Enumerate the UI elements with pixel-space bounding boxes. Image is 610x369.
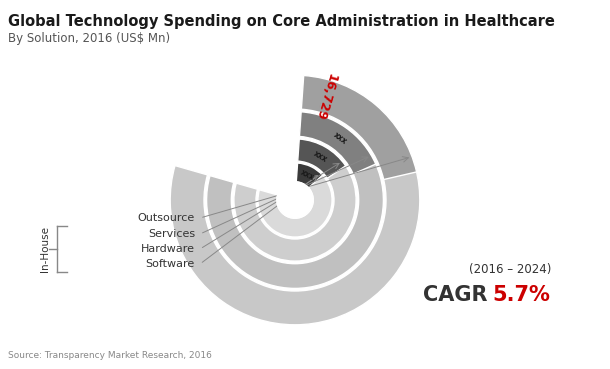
Text: Source: Transparency Market Research, 2016: Source: Transparency Market Research, 20… (8, 351, 212, 360)
Text: In-House: In-House (40, 226, 50, 272)
Wedge shape (298, 139, 346, 178)
Wedge shape (207, 112, 384, 289)
Text: CAGR: CAGR (423, 285, 488, 305)
Circle shape (277, 182, 313, 218)
Text: xxx: xxx (312, 149, 329, 165)
Text: Global Technology Spending on Core Administration in Healthcare: Global Technology Spending on Core Admin… (8, 14, 555, 29)
Wedge shape (301, 76, 417, 180)
Wedge shape (258, 163, 332, 237)
Text: Services: Services (148, 229, 195, 239)
Text: xxx: xxx (299, 168, 316, 183)
Text: (2016 – 2024): (2016 – 2024) (469, 263, 551, 276)
Text: Outsource: Outsource (138, 213, 195, 223)
Wedge shape (300, 112, 376, 174)
Wedge shape (234, 139, 356, 261)
Text: 16,729: 16,729 (312, 71, 338, 121)
Text: By Solution, 2016 (US$ Mn): By Solution, 2016 (US$ Mn) (8, 32, 170, 45)
Text: Hardware: Hardware (141, 244, 195, 254)
Text: xxx: xxx (331, 131, 348, 146)
Text: Software: Software (146, 259, 195, 269)
Text: 5.7%: 5.7% (492, 285, 550, 305)
Wedge shape (296, 163, 323, 188)
Wedge shape (170, 76, 420, 325)
